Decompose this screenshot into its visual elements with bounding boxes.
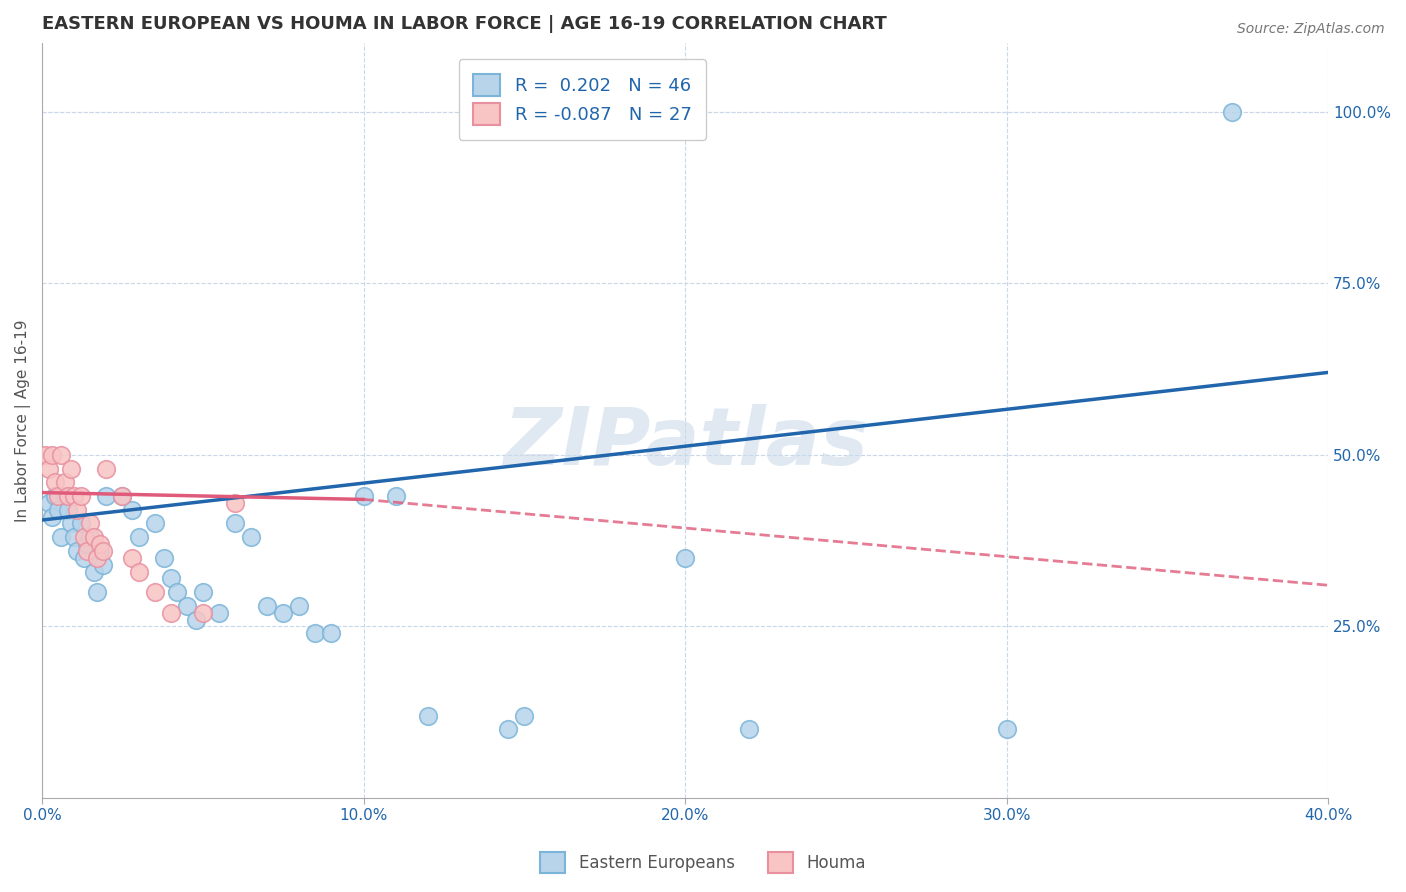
Point [191, 585, 214, 599]
Point [288, 599, 311, 613]
Point [51, 448, 73, 462]
Point [63, 530, 86, 544]
Point [353, 489, 375, 503]
Text: Source: ZipAtlas.com: Source: ZipAtlas.com [1237, 22, 1385, 37]
Point [159, 606, 181, 620]
Point [46, 489, 69, 503]
Point [111, 489, 134, 503]
Point [53, 475, 76, 490]
Point [60, 516, 83, 531]
Point [89, 537, 111, 551]
Point [995, 723, 1018, 737]
Point [83, 530, 105, 544]
Point [224, 516, 246, 531]
Point [121, 550, 143, 565]
Point [86, 550, 108, 565]
Point [96, 461, 118, 475]
Point [166, 585, 188, 599]
Point [83, 565, 105, 579]
Point [271, 606, 294, 620]
Point [63, 489, 86, 503]
Point [224, 496, 246, 510]
Point [143, 516, 166, 531]
Point [498, 723, 520, 737]
Point [73, 550, 96, 565]
Point [51, 530, 73, 544]
Legend: R =  0.202   N = 46, R = -0.087   N = 27: R = 0.202 N = 46, R = -0.087 N = 27 [458, 60, 706, 140]
Point [41, 448, 63, 462]
Point [96, 489, 118, 503]
Point [673, 550, 696, 565]
Point [321, 626, 343, 640]
Point [76, 544, 98, 558]
Point [73, 530, 96, 544]
Point [91, 544, 114, 558]
Point [38, 461, 60, 475]
Point [66, 502, 89, 516]
Legend: Eastern Europeans, Houma: Eastern Europeans, Houma [534, 846, 872, 880]
Point [304, 626, 326, 640]
Point [79, 516, 101, 531]
Point [143, 585, 166, 599]
Point [121, 502, 143, 516]
Point [191, 606, 214, 620]
Point [416, 708, 439, 723]
Point [66, 544, 89, 558]
Point [56, 489, 79, 503]
Point [153, 550, 176, 565]
Point [384, 489, 406, 503]
Point [34, 448, 56, 462]
Point [79, 530, 101, 544]
Point [46, 502, 69, 516]
Point [76, 537, 98, 551]
Point [111, 489, 134, 503]
Point [89, 544, 111, 558]
Point [513, 708, 536, 723]
Point [240, 530, 263, 544]
Point [56, 502, 79, 516]
Point [60, 461, 83, 475]
Text: ZIPatlas: ZIPatlas [502, 404, 868, 483]
Point [86, 585, 108, 599]
Y-axis label: In Labor Force | Age 16-19: In Labor Force | Age 16-19 [15, 319, 31, 522]
Text: EASTERN EUROPEAN VS HOUMA IN LABOR FORCE | AGE 16-19 CORRELATION CHART: EASTERN EUROPEAN VS HOUMA IN LABOR FORCE… [42, 15, 887, 33]
Point [256, 599, 278, 613]
Point [128, 530, 150, 544]
Point [38, 496, 60, 510]
Point [186, 613, 208, 627]
Point [91, 558, 114, 572]
Point [176, 599, 198, 613]
Point [128, 565, 150, 579]
Point [44, 489, 66, 503]
Point [159, 571, 181, 585]
Point [44, 475, 66, 490]
Point [738, 723, 761, 737]
Point [69, 516, 91, 531]
Point [1220, 104, 1243, 119]
Point [69, 489, 91, 503]
Point [53, 489, 76, 503]
Point [208, 606, 231, 620]
Point [41, 509, 63, 524]
